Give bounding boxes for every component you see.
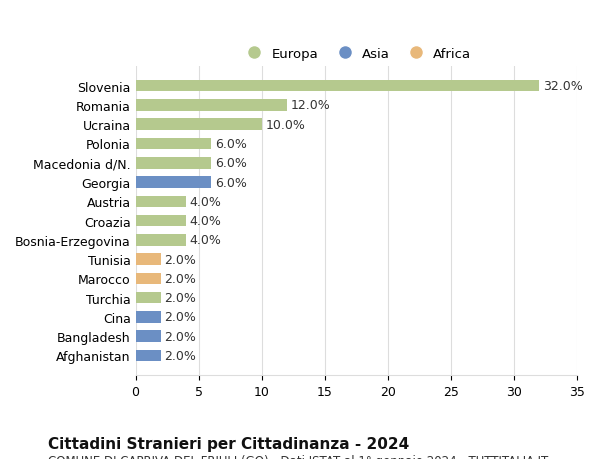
Legend: Europa, Asia, Africa: Europa, Asia, Africa	[236, 42, 477, 66]
Bar	[136, 100, 287, 112]
Text: 6.0%: 6.0%	[215, 157, 247, 170]
Text: 2.0%: 2.0%	[164, 330, 196, 343]
Bar	[136, 254, 161, 265]
Text: 10.0%: 10.0%	[266, 118, 305, 131]
Text: 2.0%: 2.0%	[164, 253, 196, 266]
Text: 32.0%: 32.0%	[543, 80, 583, 93]
Bar	[136, 350, 161, 361]
Bar	[136, 215, 186, 227]
Bar	[136, 312, 161, 323]
Text: 2.0%: 2.0%	[164, 291, 196, 304]
Bar	[136, 292, 161, 304]
Bar	[136, 81, 539, 92]
Bar	[136, 177, 211, 188]
Text: COMUNE DI CAPRIVA DEL FRIULI (GO) - Dati ISTAT al 1° gennaio 2024 - TUTTITALIA.I: COMUNE DI CAPRIVA DEL FRIULI (GO) - Dati…	[48, 454, 548, 459]
Text: 4.0%: 4.0%	[190, 234, 222, 247]
Text: 12.0%: 12.0%	[291, 99, 331, 112]
Text: 4.0%: 4.0%	[190, 196, 222, 208]
Text: 6.0%: 6.0%	[215, 138, 247, 151]
Bar	[136, 273, 161, 285]
Bar	[136, 330, 161, 342]
Text: 6.0%: 6.0%	[215, 176, 247, 189]
Text: 2.0%: 2.0%	[164, 349, 196, 362]
Bar	[136, 119, 262, 131]
Bar	[136, 235, 186, 246]
Text: 2.0%: 2.0%	[164, 311, 196, 324]
Text: Cittadini Stranieri per Cittadinanza - 2024: Cittadini Stranieri per Cittadinanza - 2…	[48, 436, 409, 451]
Bar	[136, 139, 211, 150]
Text: 2.0%: 2.0%	[164, 272, 196, 285]
Bar	[136, 157, 211, 169]
Bar	[136, 196, 186, 207]
Text: 4.0%: 4.0%	[190, 215, 222, 228]
